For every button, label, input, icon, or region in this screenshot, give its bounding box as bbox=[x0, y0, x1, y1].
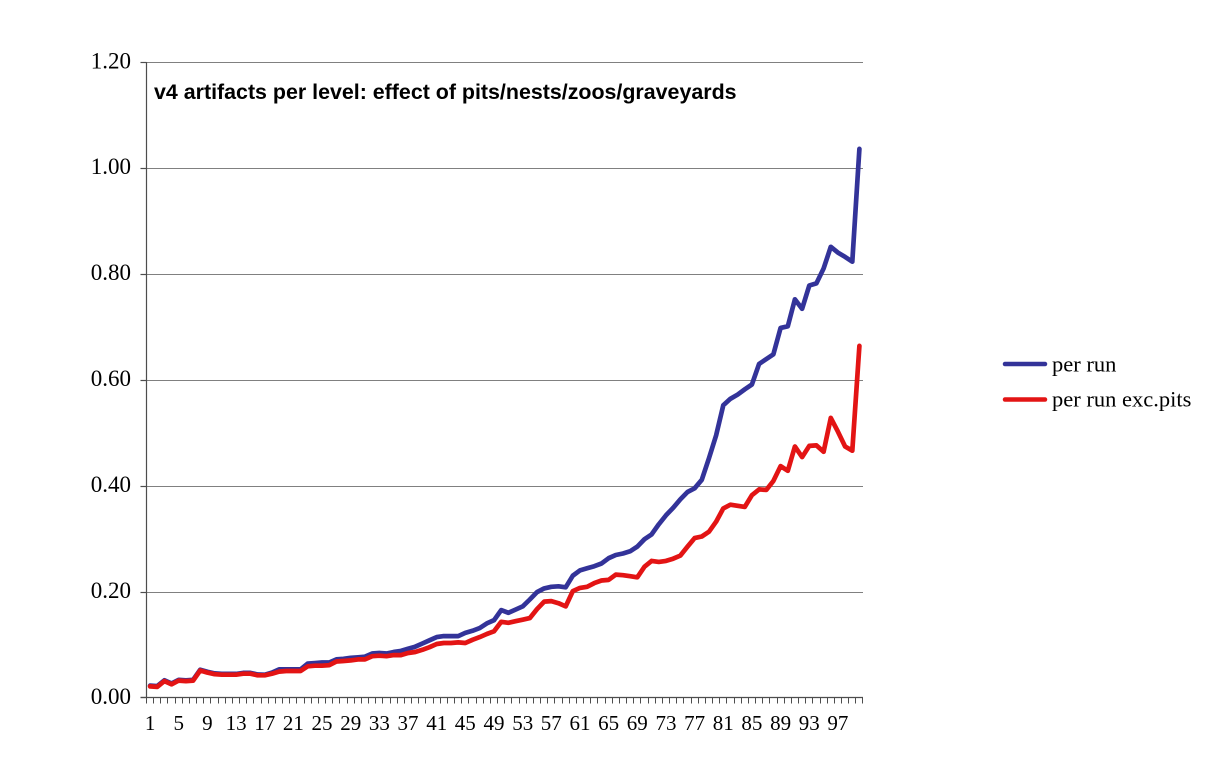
svg-text:0.20: 0.20 bbox=[91, 578, 131, 603]
svg-text:v4 artifacts per level: effect: v4 artifacts per level: effect of pits/n… bbox=[154, 80, 737, 104]
svg-text:81: 81 bbox=[713, 711, 734, 735]
svg-text:per run exc.pits: per run exc.pits bbox=[1052, 387, 1191, 412]
svg-text:33: 33 bbox=[369, 711, 390, 735]
svg-text:49: 49 bbox=[484, 711, 505, 735]
svg-text:1.00: 1.00 bbox=[91, 154, 131, 179]
svg-text:85: 85 bbox=[741, 711, 762, 735]
svg-text:25: 25 bbox=[312, 711, 333, 735]
svg-text:1.20: 1.20 bbox=[91, 48, 131, 73]
svg-text:0.80: 0.80 bbox=[91, 260, 131, 285]
svg-text:73: 73 bbox=[656, 711, 677, 735]
svg-text:5: 5 bbox=[173, 711, 184, 735]
svg-text:17: 17 bbox=[254, 711, 275, 735]
svg-text:97: 97 bbox=[827, 711, 848, 735]
svg-text:9: 9 bbox=[202, 711, 213, 735]
svg-text:0.00: 0.00 bbox=[91, 684, 131, 709]
svg-text:0.40: 0.40 bbox=[91, 472, 131, 497]
svg-text:65: 65 bbox=[598, 711, 619, 735]
svg-text:53: 53 bbox=[512, 711, 533, 735]
svg-text:77: 77 bbox=[684, 711, 705, 735]
svg-text:21: 21 bbox=[283, 711, 304, 735]
svg-text:per run: per run bbox=[1052, 352, 1116, 377]
svg-text:89: 89 bbox=[770, 711, 791, 735]
svg-text:61: 61 bbox=[570, 711, 591, 735]
svg-text:41: 41 bbox=[426, 711, 447, 735]
svg-text:57: 57 bbox=[541, 711, 562, 735]
svg-text:1: 1 bbox=[145, 711, 156, 735]
svg-text:45: 45 bbox=[455, 711, 476, 735]
svg-text:29: 29 bbox=[340, 711, 361, 735]
svg-text:13: 13 bbox=[226, 711, 247, 735]
svg-text:93: 93 bbox=[799, 711, 820, 735]
svg-text:37: 37 bbox=[398, 711, 419, 735]
svg-text:0.60: 0.60 bbox=[91, 366, 131, 391]
svg-text:69: 69 bbox=[627, 711, 648, 735]
